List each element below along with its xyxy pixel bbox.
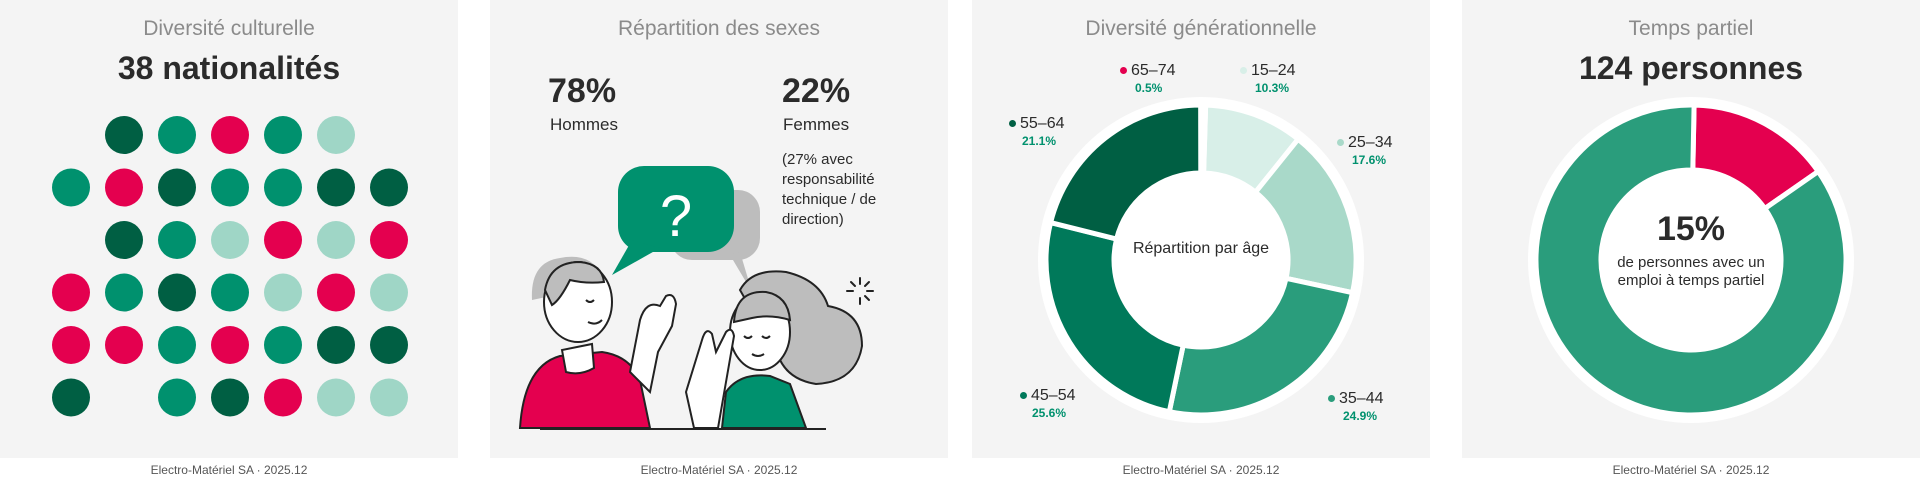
women-note: (27% avec responsabilité technique / de … <box>782 151 877 228</box>
nationality-dot <box>317 116 355 154</box>
pct-45-54: 25.6% <box>1032 406 1067 420</box>
parttime-center-percent: 15% <box>1656 210 1726 248</box>
nationality-dot <box>370 378 408 417</box>
footer-generations: Electro-Matériel SA · 2025.12 <box>1122 463 1280 477</box>
nationality-dot <box>317 168 355 207</box>
nationality-dot <box>370 168 408 207</box>
nationality-dot <box>211 378 249 417</box>
panel-culture: Diversité culturelle 38 nationalités <box>0 0 458 458</box>
nationality-dot <box>52 168 90 207</box>
nationality-dot <box>52 326 90 364</box>
footer-parttime: Electro-Matériel SA · 2025.12 <box>1612 463 1770 477</box>
nationality-dot <box>370 273 408 312</box>
legend-35-44: 35–44 <box>1328 390 1384 408</box>
pct-35-44: 24.9% <box>1343 409 1378 423</box>
age-center-label: Répartition par âge <box>1132 240 1270 257</box>
parttime-title: Temps partiel <box>1628 17 1754 40</box>
nationality-dot <box>317 221 355 259</box>
legend-55-64: 55–64 <box>1009 115 1065 133</box>
nationality-dot <box>105 273 143 312</box>
legend-15-24: 15–24 <box>1240 62 1296 80</box>
nationality-dot <box>158 221 196 259</box>
footer-culture: Electro-Matériel SA · 2025.12 <box>150 463 308 477</box>
nationality-dot <box>52 273 90 312</box>
pct-25-34: 17.6% <box>1352 153 1387 167</box>
panel-sexes: Répartition des sexes 78% Hommes 22% Fem… <box>490 0 948 458</box>
men-percent: 78% <box>548 72 617 110</box>
question-speech-bubble-icon: ? <box>612 166 734 275</box>
bullet-15-24 <box>1240 67 1247 75</box>
nationality-dot <box>370 326 408 364</box>
nationality-dot <box>158 116 196 154</box>
parttime-donut-chart <box>1528 97 1854 423</box>
nationality-dot <box>264 221 302 259</box>
women-percent: 22% <box>782 72 851 110</box>
nationality-dot <box>211 221 249 259</box>
label-65-74: 65–74 <box>1131 62 1176 79</box>
label-35-44: 35–44 <box>1339 390 1384 407</box>
pct-65-74: 0.5% <box>1135 81 1163 95</box>
parttime-headline: 124 personnes <box>1578 50 1804 86</box>
nationality-dot <box>264 168 302 207</box>
panel-parttime: Temps partiel 124 personnes 15% de perso… <box>1462 0 1920 458</box>
nationality-dot <box>370 221 408 259</box>
nationality-dot <box>105 168 143 207</box>
donut-center <box>1114 173 1288 347</box>
sexes-title: Répartition des sexes <box>618 17 820 40</box>
nationality-dot <box>264 116 302 154</box>
legend-65-74: 65–74 <box>1120 62 1176 80</box>
people-illustration: ? <box>518 166 874 430</box>
label-25-34: 25–34 <box>1348 134 1393 151</box>
parttime-center-text: de personnes avec un emploi à temps part… <box>1617 254 1765 289</box>
svg-text:?: ? <box>660 184 692 249</box>
nationality-dot <box>211 326 249 364</box>
label-55-64: 55–64 <box>1020 115 1065 132</box>
man-illustration <box>518 256 678 429</box>
bullet-55-64 <box>1009 120 1016 128</box>
nationality-dot <box>264 273 302 312</box>
generations-title: Diversité générationnelle <box>1085 17 1317 40</box>
bullet-25-34 <box>1337 139 1344 147</box>
sparkle-icon <box>846 277 874 305</box>
nationality-dot <box>105 326 143 364</box>
nationality-dot <box>211 273 249 312</box>
nationality-dot <box>317 273 355 312</box>
legend-25-34: 25–34 <box>1337 134 1393 152</box>
legend-45-54: 45–54 <box>1020 387 1076 405</box>
nationality-dot <box>158 168 196 207</box>
footer-sexes: Electro-Matériel SA · 2025.12 <box>640 463 798 477</box>
nationality-dot <box>211 116 249 154</box>
nationality-dot <box>158 273 196 312</box>
donut-slice-65-74 <box>1198 102 1209 176</box>
nationality-dot <box>211 168 249 207</box>
label-45-54: 45–54 <box>1031 387 1076 404</box>
nationality-dot <box>158 378 196 417</box>
nationality-dot <box>317 326 355 364</box>
woman-illustration <box>684 270 864 429</box>
pct-15-24: 10.3% <box>1255 81 1290 95</box>
label-15-24: 15–24 <box>1251 62 1296 79</box>
nationality-dot <box>317 378 355 417</box>
age-donut-chart <box>1038 97 1364 423</box>
nationality-dot <box>52 378 90 417</box>
nationality-dot-grid <box>52 116 408 417</box>
bullet-45-54 <box>1020 392 1027 400</box>
men-label: Hommes <box>550 115 619 134</box>
bullet-35-44 <box>1328 395 1335 403</box>
nationality-dot <box>264 378 302 417</box>
culture-headline: 38 nationalités <box>117 50 341 86</box>
nationality-dot <box>105 116 143 154</box>
culture-title: Diversité culturelle <box>143 17 315 40</box>
women-label: Femmes <box>783 115 850 134</box>
nationality-dot <box>105 221 143 259</box>
donut-center <box>1601 170 1781 350</box>
pct-55-64: 21.1% <box>1022 134 1057 148</box>
bullet-65-74 <box>1120 67 1127 75</box>
nationality-dot <box>264 326 302 364</box>
nationality-dot <box>158 326 196 364</box>
panel-generations: Diversité générationnelle Répartition pa… <box>972 0 1430 458</box>
